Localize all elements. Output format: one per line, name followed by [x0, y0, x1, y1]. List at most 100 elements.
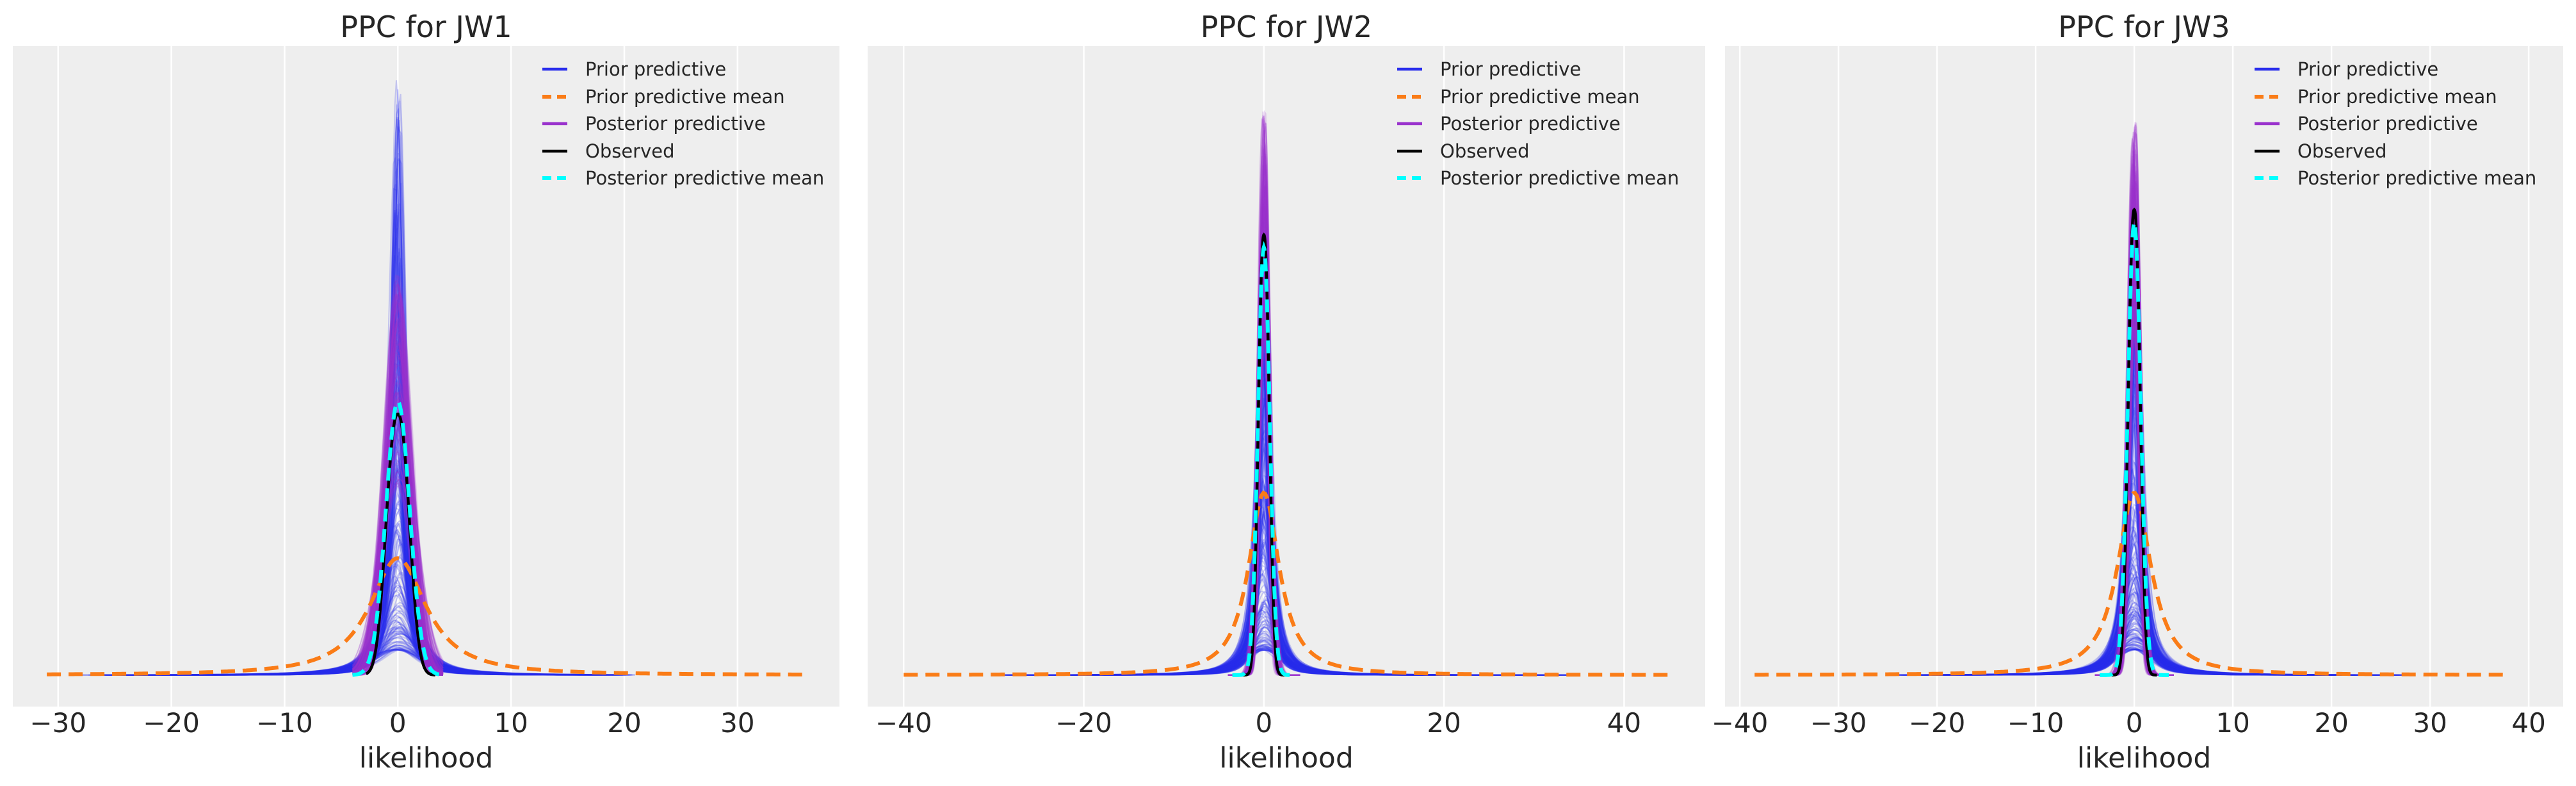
prior-predictive-line	[269, 237, 483, 675]
posterior-predictive-line	[352, 471, 444, 670]
legend: Prior predictive Prior predictive mean Pos…	[1397, 58, 1679, 189]
prior-predictive-line	[1133, 648, 1408, 676]
observed-line	[1241, 232, 1286, 677]
legend: Prior predictive Prior predictive mean Pos…	[542, 58, 824, 189]
prior-predictive-line	[126, 649, 539, 676]
prior-predictive-line	[106, 188, 529, 676]
panel-title: PPC for JW2	[1201, 10, 1372, 44]
prior-predictive-line	[155, 582, 612, 676]
prior-predictive-line	[2013, 381, 2334, 676]
prior-predictive-line	[2019, 468, 2250, 676]
posterior-predictive-line	[352, 388, 444, 675]
prior-predictive-line	[1935, 618, 2235, 676]
prior-predictive-line	[156, 329, 622, 676]
panel-3: −40 −30 −20 −10 0 10 20 30 40 PPC for JW3 likeliho…	[1712, 10, 2563, 774]
prior-predictive-line	[1079, 591, 1527, 676]
posterior-predictive-line	[352, 405, 444, 675]
prior-predictive-line	[229, 590, 489, 676]
x-tick-label: −20	[1909, 707, 1966, 739]
prior-predictive-line	[173, 642, 617, 676]
posterior-predictive-line	[352, 423, 444, 674]
posterior-predictive-line	[352, 430, 444, 676]
prior-predictive-line	[260, 356, 566, 676]
prior-predictive-line	[1912, 537, 2242, 676]
prior-predictive-line	[1966, 302, 2224, 676]
legend-label: Prior predictive	[585, 58, 726, 80]
x-tick-label: 0	[1255, 707, 1272, 739]
prior-predictive-line	[147, 538, 624, 676]
prior-predictive-line	[115, 649, 507, 676]
posterior-predictive-line	[352, 354, 444, 675]
prior-predictive-line	[109, 626, 610, 676]
prior-predictive-line	[1920, 590, 2338, 676]
prior-predictive-line	[174, 649, 540, 676]
prior-predictive-line	[1046, 239, 1461, 676]
prior-predictive-line	[112, 310, 599, 676]
prior-predictive-line	[2049, 567, 2392, 676]
posterior-predictive-line	[352, 471, 444, 675]
legend-label: Observed	[2297, 140, 2387, 162]
prior-predictive-line	[159, 152, 567, 676]
prior-predictive-line	[249, 119, 483, 675]
prior-predictive-line	[195, 571, 534, 676]
posterior-predictive-mean-line	[1232, 241, 1296, 677]
prior-predictive-line	[2046, 423, 2251, 675]
prior-predictive-line	[208, 209, 576, 676]
posterior-predictive-line	[352, 291, 444, 675]
posterior-predictive-line	[352, 438, 444, 676]
prior-predictive-line	[247, 248, 481, 676]
prior-predictive-line	[2024, 265, 2251, 675]
prior-predictive-line	[137, 626, 584, 676]
prior-predictive-line	[126, 602, 635, 676]
posterior-predictive-line	[352, 485, 444, 669]
prior-predictive-line	[156, 649, 600, 676]
prior-predictive-line	[299, 649, 487, 674]
prior-predictive-line	[148, 510, 583, 676]
prior-predictive-line	[302, 539, 471, 675]
prior-predictive-line	[287, 117, 604, 676]
prior-predictive-line	[210, 157, 533, 676]
prior-predictive-line	[1921, 648, 2220, 676]
prior-predictive-line	[124, 649, 567, 676]
plot-lines	[1754, 122, 2504, 677]
prior-predictive-line	[1092, 609, 1503, 676]
posterior-predictive-line	[352, 291, 444, 675]
posterior-predictive-line	[352, 329, 444, 675]
prior-predictive-line	[178, 413, 632, 676]
prior-predictive-line	[1919, 404, 2235, 676]
prior-predictive-line	[290, 630, 585, 676]
prior-predictive-line	[1076, 649, 1390, 676]
prior-predictive-line	[1128, 636, 1395, 675]
prior-predictive-line	[211, 636, 526, 676]
prior-predictive-line	[2027, 275, 2286, 676]
prior-predictive-line	[2014, 384, 2297, 676]
posterior-predictive-line	[352, 338, 444, 676]
posterior-predictive-line	[352, 328, 444, 674]
prior-predictive-line	[198, 632, 474, 676]
posterior-predictive-line	[352, 323, 444, 676]
posterior-predictive-line	[352, 393, 444, 676]
x-tick-label: −20	[143, 707, 200, 739]
prior-predictive-line	[1971, 533, 2309, 676]
prior-predictive-line	[1965, 230, 2228, 676]
posterior-predictive-line	[352, 450, 444, 670]
prior-predictive-line	[1074, 647, 1459, 676]
prior-predictive-line	[2037, 571, 2294, 676]
prior-predictive-line	[176, 317, 489, 676]
prior-predictive-line	[1891, 519, 2236, 676]
prior-predictive-line	[2030, 359, 2234, 676]
prior-predictive-line	[99, 559, 630, 676]
prior-predictive-line	[1997, 607, 2281, 676]
axes-background	[13, 46, 839, 707]
prior-predictive-line	[1121, 249, 1364, 676]
x-tick-label: 40	[2511, 707, 2545, 739]
prior-predictive-line	[1159, 315, 1452, 676]
prior-predictive-line	[106, 413, 556, 676]
posterior-predictive-line	[352, 414, 444, 676]
legend-label: Posterior predictive mean	[1440, 167, 1679, 189]
prior-predictive-line	[1120, 250, 1379, 676]
prior-predictive-line	[205, 552, 574, 676]
prior-predictive-line	[1975, 648, 2326, 676]
prior-predictive-line	[2050, 648, 2221, 674]
prior-predictive-line	[215, 628, 589, 676]
